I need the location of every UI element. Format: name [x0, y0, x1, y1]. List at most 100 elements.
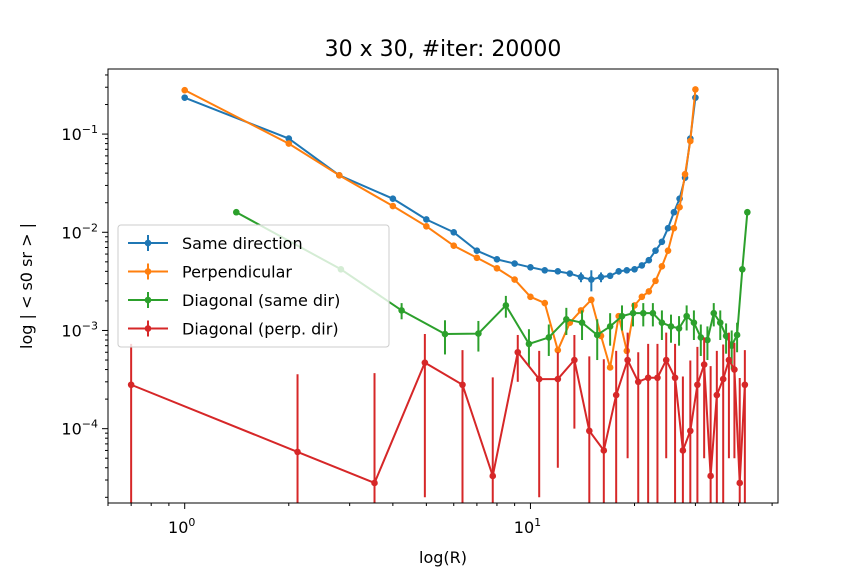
- data-point: [736, 479, 744, 487]
- data-point: [577, 273, 585, 281]
- data-point: [722, 332, 730, 340]
- data-point: [588, 296, 595, 304]
- y-axis-label: log | < s0 sr > |: [17, 223, 36, 349]
- data-point: [725, 356, 733, 364]
- data-point: [687, 427, 694, 435]
- data-point: [577, 307, 585, 314]
- data-point: [459, 381, 466, 389]
- data-point: [645, 256, 653, 264]
- data-point: [670, 208, 678, 216]
- data-point: [389, 202, 397, 210]
- data-point: [716, 319, 724, 326]
- y-axis-ticks: 10−4 10−3 10−2 10−1: [61, 74, 108, 498]
- legend-label: Perpendicular: [182, 263, 292, 282]
- data-point: [554, 268, 562, 275]
- data-point: [389, 195, 397, 202]
- data-point: [511, 260, 518, 267]
- data-point: [704, 336, 711, 344]
- data-point: [566, 270, 574, 277]
- data-point: [514, 348, 522, 356]
- data-point: [681, 170, 689, 178]
- data-point: [511, 276, 518, 283]
- data-point: [700, 361, 708, 368]
- x-tick-label: 100: [168, 516, 195, 537]
- y-tick-label: 10−4: [61, 418, 98, 439]
- legend-entry: Perpendicular: [128, 263, 292, 282]
- data-point: [662, 356, 670, 364]
- data-point: [423, 223, 430, 230]
- data-point: [473, 254, 481, 262]
- data-point: [527, 263, 534, 271]
- data-point: [554, 346, 562, 354]
- y-tick-label: 10−2: [61, 221, 98, 242]
- data-point: [615, 268, 623, 275]
- data-point: [606, 364, 614, 371]
- data-point: [707, 472, 714, 480]
- data-point: [535, 375, 543, 383]
- data-point: [606, 272, 614, 280]
- legend: Same direction Perpendicular Diagonal (sam…: [117, 224, 390, 348]
- data-point: [654, 374, 661, 382]
- data-point: [624, 356, 631, 364]
- legend-entry: Same direction: [128, 234, 303, 253]
- data-point: [679, 447, 687, 454]
- data-point: [692, 86, 699, 93]
- data-point: [545, 334, 553, 341]
- data-point: [336, 172, 343, 179]
- data-point: [563, 315, 570, 323]
- data-point: [623, 266, 631, 274]
- data-point: [719, 375, 727, 383]
- data-point: [618, 312, 626, 320]
- data-point: [671, 374, 679, 382]
- series-1: [181, 86, 699, 371]
- data-point: [597, 273, 605, 281]
- series-line: [184, 89, 697, 369]
- x-tick-label: 101: [514, 516, 541, 537]
- data-point: [294, 448, 301, 456]
- data-point: [713, 391, 721, 399]
- legend-marker: [144, 268, 152, 275]
- chart-title: 30 x 30, #iter: 20000: [325, 37, 562, 62]
- data-point: [527, 293, 534, 301]
- legend-entry: Diagonal (same dir): [128, 291, 340, 310]
- data-point: [450, 228, 458, 236]
- data-point: [629, 309, 637, 317]
- data-point: [741, 381, 749, 389]
- data-point: [554, 375, 562, 383]
- y-tick-label: 10−3: [61, 319, 98, 340]
- data-point: [181, 86, 189, 94]
- legend-label: Diagonal (same dir): [182, 291, 340, 310]
- data-point: [525, 340, 533, 348]
- data-point: [690, 319, 698, 326]
- data-point: [600, 447, 608, 454]
- data-point: [441, 330, 449, 338]
- data-point: [421, 359, 429, 366]
- data-point: [683, 312, 690, 320]
- data-point: [644, 374, 652, 382]
- data-point: [285, 140, 293, 147]
- data-point: [739, 265, 746, 273]
- data-point: [664, 224, 672, 232]
- data-point: [658, 263, 666, 270]
- data-point: [473, 247, 481, 254]
- data-point: [687, 137, 694, 145]
- data-point: [578, 319, 586, 326]
- data-point: [423, 216, 430, 223]
- data-point: [731, 366, 738, 373]
- data-point: [450, 242, 458, 249]
- data-point: [645, 288, 653, 295]
- data-point: [710, 309, 718, 317]
- data-point: [588, 276, 595, 283]
- data-point: [586, 427, 593, 435]
- data-point: [652, 247, 659, 254]
- data-point: [694, 381, 701, 389]
- data-point: [593, 331, 601, 339]
- data-point: [612, 391, 620, 399]
- data-point: [181, 94, 189, 101]
- data-point: [638, 262, 646, 269]
- legend-label: Diagonal (perp. dir): [182, 320, 339, 339]
- data-point: [631, 265, 638, 273]
- data-point: [493, 264, 501, 272]
- data-point: [667, 323, 675, 330]
